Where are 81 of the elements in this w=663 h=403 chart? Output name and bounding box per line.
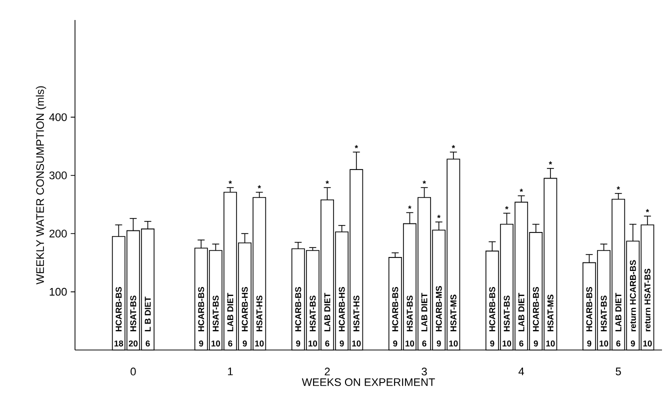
- annotation: *: [228, 180, 232, 184]
- x-tick-label: 0: [130, 368, 136, 376]
- annotation: 9: [199, 340, 204, 346]
- annotation: HSAT-BS: [600, 296, 607, 332]
- x-tick-label: 2: [324, 368, 330, 376]
- annotation: *: [616, 186, 620, 190]
- annotation: HCARB-BS: [295, 286, 302, 332]
- annotation: 6: [616, 340, 620, 346]
- y-axis-title: WEEKLY WATER CONSUMPTION (mls): [36, 86, 46, 284]
- annotation: *: [354, 145, 358, 148]
- annotation: return HSAT-BS: [644, 268, 650, 332]
- annotation: HCARB-BS: [586, 286, 592, 332]
- y-tick-label: 400: [49, 113, 67, 122]
- annotation: LAB DIET: [615, 292, 622, 332]
- annotation: 10: [352, 340, 361, 346]
- annotation: *: [452, 145, 456, 148]
- annotation: LAB DIET: [518, 292, 524, 332]
- annotation: HSAT-HS: [353, 296, 360, 332]
- x-tick-label: 3: [422, 368, 427, 376]
- annotation: HCARB-BS: [198, 286, 204, 332]
- annotation: *: [520, 188, 523, 192]
- annotation: HCARB-BS: [489, 286, 496, 332]
- y-tick-label: 100: [50, 288, 67, 296]
- annotation: HSAT-BS: [406, 296, 413, 332]
- annotation: return HCARB-BS: [630, 260, 636, 332]
- annotation: 6: [519, 340, 524, 346]
- annotation: HCARB-HS: [242, 286, 248, 332]
- annotation: 10: [643, 340, 652, 346]
- annotation: HSAT-BS: [310, 296, 316, 332]
- annotation: LAB DIET: [421, 292, 428, 332]
- x-tick-label: 1: [228, 368, 233, 376]
- y-tick-label: 300: [49, 172, 67, 180]
- annotation: 6: [422, 340, 426, 346]
- annotation: 9: [534, 340, 538, 346]
- annotation: HCARB-BS: [392, 286, 398, 332]
- annotation: 9: [436, 340, 441, 346]
- annotation: LAB DIET: [227, 292, 234, 332]
- annotation: 10: [546, 340, 555, 346]
- annotation: 6: [325, 340, 330, 346]
- annotation: *: [548, 161, 552, 165]
- annotation: 6: [146, 340, 150, 346]
- annotation: 10: [255, 340, 264, 346]
- annotation: HCARB-MS: [436, 286, 442, 332]
- annotation: HCARB-BS: [116, 286, 122, 332]
- annotation: HSAT-HS: [256, 296, 262, 332]
- annotation: 10: [502, 340, 512, 346]
- annotation: 9: [340, 340, 344, 346]
- annotation: 10: [600, 340, 608, 346]
- annotation: *: [408, 206, 412, 209]
- annotation: HSAT-BS: [130, 296, 136, 332]
- annotation: HSAT-MS: [547, 294, 554, 332]
- annotation: *: [437, 214, 440, 218]
- annotation: 10: [406, 340, 414, 346]
- annotation: L B DIET: [144, 296, 151, 332]
- x-tick-label: 5: [616, 368, 621, 376]
- annotation: HSAT-BS: [212, 296, 219, 332]
- annotation: *: [646, 209, 650, 212]
- x-axis-title: WEEKS ON EXPERIMENT: [302, 378, 435, 386]
- annotation: 20: [128, 340, 138, 346]
- annotation: HCARB-HS: [338, 286, 345, 332]
- y-tick-label: 200: [49, 230, 67, 238]
- annotation: 9: [490, 340, 494, 346]
- annotation: HCARB-BS: [532, 286, 539, 332]
- annotation: 10: [449, 340, 458, 346]
- annotation: 9: [587, 340, 592, 346]
- annotation: *: [505, 206, 508, 210]
- annotation: LAB DIET: [324, 292, 330, 332]
- annotation: 9: [393, 340, 398, 346]
- annotation: 9: [630, 340, 635, 346]
- annotation: 6: [228, 340, 232, 346]
- annotation: HSAT-MS: [450, 294, 456, 332]
- annotation: 10: [308, 340, 318, 346]
- annotation: *: [326, 180, 329, 184]
- annotation: *: [422, 180, 426, 184]
- annotation: HSAT-BS: [504, 296, 510, 332]
- annotation: 9: [296, 340, 300, 346]
- annotation: *: [258, 185, 261, 188]
- x-tick-label: 4: [518, 368, 524, 376]
- annotation: 18: [114, 340, 124, 346]
- annotation: 9: [242, 340, 247, 346]
- annotation: 10: [212, 340, 220, 346]
